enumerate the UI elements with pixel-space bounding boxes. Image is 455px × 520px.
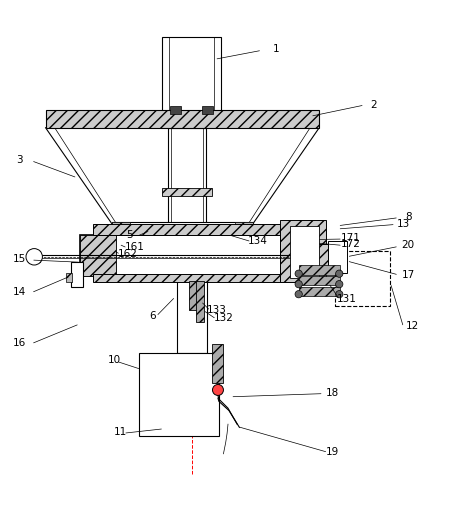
Bar [170,106,181,114]
Bar [280,220,325,282]
Text: 16: 16 [12,338,26,348]
Bar [189,280,197,310]
Text: 6: 6 [149,310,156,321]
Text: 19: 19 [325,447,339,457]
Bar [139,354,218,436]
Bar [334,251,389,306]
Text: 3: 3 [16,154,22,165]
Text: 162: 162 [117,249,137,258]
Bar [298,288,339,296]
Text: 12: 12 [405,321,419,331]
Bar [316,244,328,269]
Bar [93,224,303,235]
Text: 8: 8 [404,212,410,222]
Bar [289,226,318,278]
Circle shape [294,280,302,288]
Text: 14: 14 [12,287,26,297]
Text: 11: 11 [114,427,127,437]
Bar [328,241,346,273]
Text: 20: 20 [401,240,414,251]
Circle shape [335,280,342,288]
Bar [28,251,40,262]
Text: 172: 172 [340,239,360,249]
Bar [80,235,316,276]
Bar [93,274,303,282]
Bar [162,188,212,196]
Circle shape [335,270,342,277]
Text: 131: 131 [336,294,356,304]
Bar [177,280,206,354]
Circle shape [212,384,223,395]
Bar [167,128,206,224]
Bar [280,235,316,276]
Text: 133: 133 [206,305,226,315]
Bar [162,36,221,114]
Bar [46,110,318,128]
Text: 134: 134 [247,236,267,246]
Bar [298,266,339,275]
Bar [111,222,130,235]
Bar [71,262,83,288]
Bar [80,235,116,276]
Bar [116,235,280,276]
Text: 2: 2 [370,100,376,110]
Bar [234,222,253,235]
Bar [212,344,223,383]
Bar [111,222,253,235]
Text: 161: 161 [124,242,144,252]
Text: 132: 132 [213,313,233,323]
Text: 17: 17 [400,269,414,280]
Circle shape [335,291,342,298]
Text: 15: 15 [12,254,26,264]
Bar [202,106,212,114]
Text: 13: 13 [396,218,410,228]
Circle shape [294,270,302,277]
Text: 171: 171 [340,233,360,243]
Circle shape [26,249,42,265]
Circle shape [294,291,302,298]
Text: 5: 5 [126,230,133,240]
Text: 10: 10 [107,355,120,366]
Bar [196,280,204,321]
Text: 18: 18 [325,388,339,398]
Text: 1: 1 [272,44,278,54]
Bar [66,273,71,282]
Bar [298,276,339,285]
